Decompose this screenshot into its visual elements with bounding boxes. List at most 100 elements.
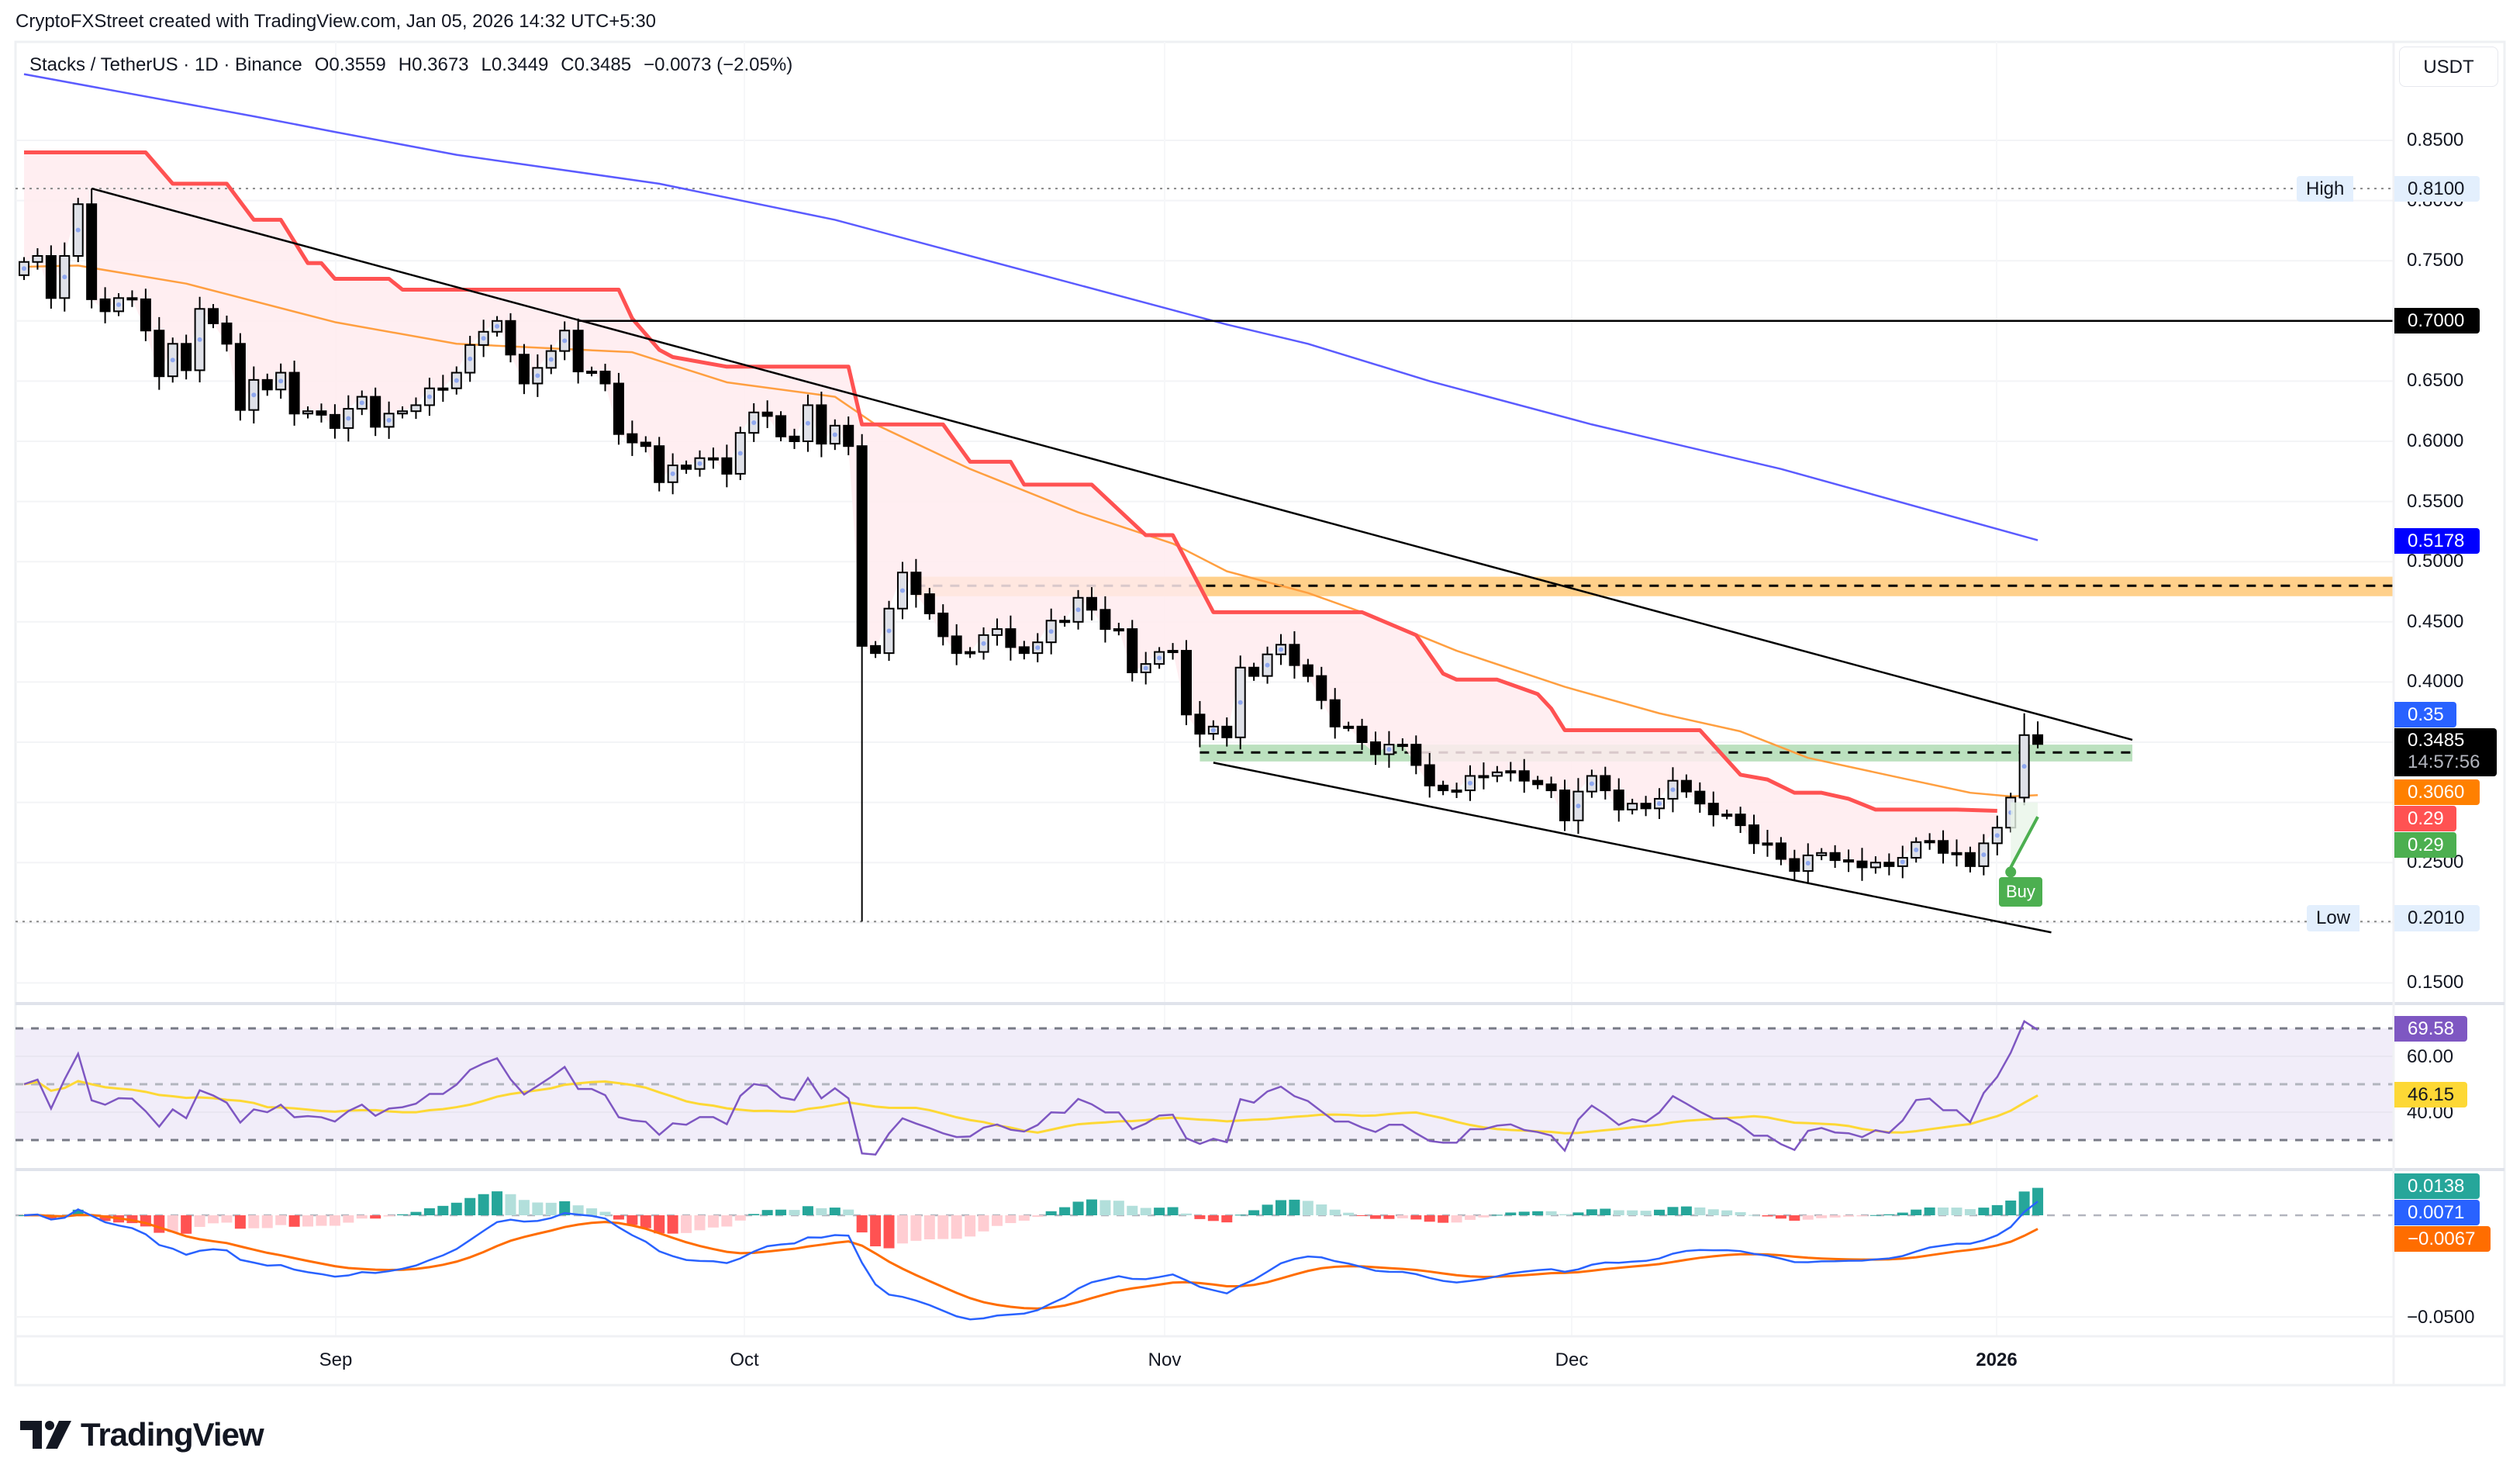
macd-histogram-bar [748, 1214, 760, 1215]
macd-histogram-bar [923, 1215, 935, 1240]
macd-histogram-bar [1343, 1212, 1355, 1215]
alert-price-label: 0.35 [2394, 702, 2456, 727]
macd-histogram-bar [1302, 1201, 1314, 1215]
candle-down [1356, 725, 1368, 743]
macd-histogram-bar [1869, 1215, 1881, 1216]
candle-marker-dot [1265, 662, 1270, 668]
macd-histogram-bar [1505, 1212, 1517, 1215]
candle-down [1707, 803, 1719, 816]
candle-marker-dot [535, 373, 540, 378]
candle-marker-dot [346, 416, 351, 421]
macd-histogram-bar [707, 1215, 719, 1228]
macd-histogram-bar [910, 1215, 922, 1241]
candle-marker-dot [1035, 645, 1041, 651]
candle-down [1694, 790, 1706, 805]
candle-up [1762, 842, 1773, 846]
candle-down [1829, 852, 1841, 862]
macd-histogram-bar [316, 1215, 327, 1226]
macd-histogram-bar [19, 1215, 29, 1216]
macd-line-label: 0.0071 [2394, 1200, 2480, 1225]
tradingview-logo[interactable]: TradingView [20, 1416, 264, 1453]
candle-marker-dot [1576, 803, 1581, 809]
candle-up [1869, 862, 1881, 869]
candle-up [1816, 852, 1828, 856]
macd-histogram-bar [1167, 1207, 1179, 1215]
macd-histogram-bar [761, 1210, 773, 1215]
candle-down [870, 644, 882, 655]
currency-button[interactable]: USDT [2399, 47, 2498, 87]
macd-histogram-bar [965, 1215, 976, 1237]
candle-marker-dot [2021, 764, 2027, 769]
macd-histogram-bar [991, 1215, 1003, 1226]
macd-histogram-bar [194, 1215, 205, 1227]
macd-histogram-bar [99, 1215, 111, 1221]
candle-down [1843, 859, 1855, 863]
rsi-band [16, 1028, 2394, 1140]
macd-histogram-bar [1207, 1215, 1219, 1221]
high-label: High [2297, 176, 2354, 202]
macd-signal-line [23, 1214, 2038, 1310]
macd-histogram-bar [1438, 1215, 1449, 1223]
candle-marker-dot [1048, 629, 1054, 634]
candle-down [1640, 803, 1652, 810]
candle-marker-dot [899, 588, 905, 593]
candle-marker-dot [1900, 859, 1905, 865]
candle-down [1438, 784, 1449, 792]
candle-up [991, 628, 1003, 636]
macd-histogram-bar [856, 1215, 868, 1233]
macd-histogram-bar [410, 1211, 422, 1215]
candle-down [1424, 764, 1435, 786]
macd-histogram-bar [775, 1209, 787, 1215]
macd-histogram-bar [1262, 1204, 1273, 1215]
macd-histogram-bar [1194, 1215, 1206, 1219]
candle-up [397, 410, 409, 415]
macd-histogram-bar [1329, 1209, 1341, 1215]
macd-histogram-bar [1600, 1208, 1611, 1215]
symbol-legend[interactable]: Stacks / TetherUS · 1D · Binance O0.3559… [29, 54, 792, 76]
bar-countdown: 14:57:56 [2408, 752, 2480, 772]
price-change: −0.0073 (−2.05%) [644, 54, 793, 75]
macd-histogram-bar [1951, 1208, 1962, 1215]
macd-histogram-bar [789, 1210, 800, 1215]
macd-histogram-bar [883, 1215, 895, 1249]
candle-down [775, 415, 787, 437]
candle-down [181, 343, 192, 371]
candle-up [302, 410, 314, 415]
macd-histogram-bar [1154, 1208, 1165, 1215]
candle-marker-dot [359, 400, 364, 406]
candle-down [1005, 628, 1017, 648]
upper-trendline [91, 187, 2133, 741]
rsi-pane[interactable] [16, 1019, 2394, 1156]
candle-down [370, 396, 381, 428]
candle-up [707, 457, 719, 461]
macd-histogram-bar [613, 1215, 624, 1220]
macd-histogram-bar [72, 1209, 84, 1215]
ohlc-open: O0.3559 [314, 54, 386, 75]
candle-down [1613, 790, 1624, 810]
macd-pane[interactable] [16, 1187, 2394, 1321]
candle-marker-dot [832, 432, 837, 437]
candle-marker-dot [670, 471, 675, 476]
macd-histogram-bar [829, 1208, 841, 1215]
macd-histogram-bar [1721, 1210, 1733, 1215]
macd-histogram-bar [208, 1215, 219, 1224]
macd-histogram-bar [288, 1215, 300, 1227]
macd-histogram-bar [1518, 1211, 1530, 1215]
candle-up [1478, 775, 1490, 779]
macd-histogram-bar [464, 1197, 476, 1215]
symbol-name[interactable]: Stacks / TetherUS · 1D · Binance [29, 54, 302, 75]
candle-down [316, 410, 327, 416]
macd-histogram-bar [505, 1194, 516, 1215]
price-pane[interactable] [16, 73, 2394, 934]
candle-marker-dot [1075, 607, 1081, 613]
macd-histogram-bar [261, 1215, 273, 1228]
ohlc-high: H0.3673 [398, 54, 469, 75]
macd-histogram-bar [1248, 1210, 1260, 1215]
macd-histogram-bar [248, 1215, 260, 1228]
ohlc-low: L0.3449 [481, 54, 549, 75]
candle-up [1721, 814, 1733, 817]
candle-down [1559, 790, 1571, 821]
candle-down [1748, 824, 1760, 845]
candle-marker-dot [278, 378, 284, 384]
